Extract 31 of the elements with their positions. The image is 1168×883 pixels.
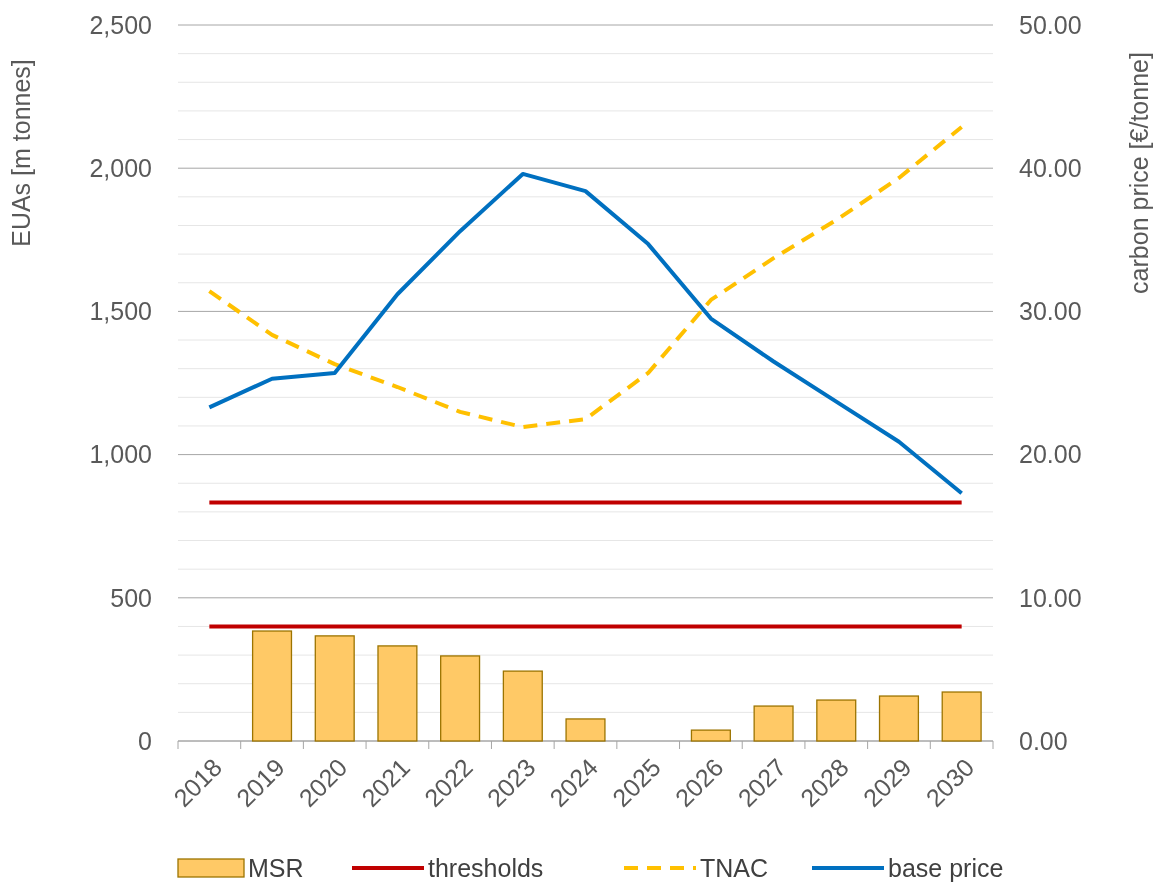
bar xyxy=(251,630,293,742)
bar xyxy=(690,729,731,742)
bar xyxy=(565,718,606,742)
bar xyxy=(753,705,794,742)
bar xyxy=(878,695,920,742)
bar xyxy=(377,645,418,742)
line-series xyxy=(207,124,964,430)
y2-tick-label: 50.00 xyxy=(1019,10,1082,39)
y-tick-label: 1,500 xyxy=(89,297,152,326)
y2-tick-label: 40.00 xyxy=(1019,153,1082,182)
bar xyxy=(314,635,355,742)
y2-axis-title: carbon price [€/tonne] xyxy=(1125,52,1153,294)
legend-label: MSR xyxy=(248,853,304,882)
bar xyxy=(941,691,982,742)
bar xyxy=(440,655,481,742)
line-series xyxy=(207,171,964,496)
y-tick-label: 1,000 xyxy=(89,440,152,469)
y-axis-title: EUAs [m tonnes] xyxy=(7,59,35,247)
y-tick-label: 0 xyxy=(138,726,152,755)
bar xyxy=(502,670,543,742)
y-tick-label: 2,500 xyxy=(89,10,152,39)
y-tick-label: 2,000 xyxy=(89,153,152,182)
y-tick-label: 500 xyxy=(110,583,152,612)
legend-label: thresholds xyxy=(428,853,544,882)
legend-label: base price xyxy=(888,853,1004,882)
y2-tick-label: 10.00 xyxy=(1019,583,1082,612)
y2-tick-label: 30.00 xyxy=(1019,297,1082,326)
y2-tick-label: 20.00 xyxy=(1019,440,1082,469)
y2-tick-label: 0.00 xyxy=(1019,726,1068,755)
legend-label: TNAC xyxy=(700,853,769,882)
bar xyxy=(816,699,857,742)
